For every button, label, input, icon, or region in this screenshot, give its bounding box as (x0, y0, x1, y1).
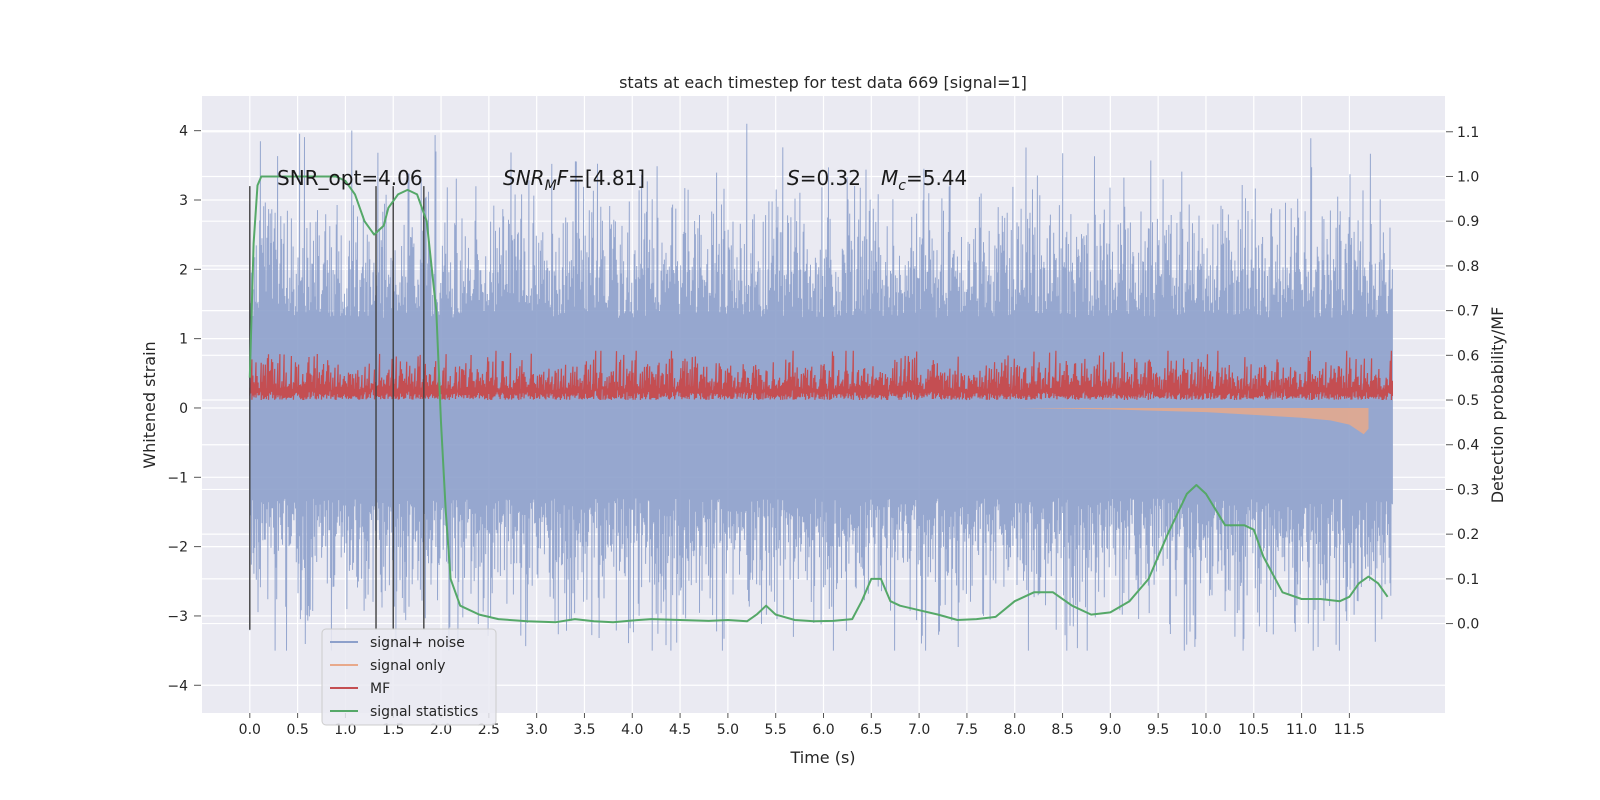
snr-mf-annotation: SNRMF=[4.81] (503, 166, 645, 194)
y2-tick-label: 0.7 (1457, 304, 1479, 320)
y2-tick-label: 0.3 (1457, 482, 1479, 498)
signal-statistics-line (248, 175, 1389, 624)
x-tick-label: 11.5 (1334, 722, 1365, 738)
x-tick-label: 10.0 (1190, 722, 1221, 738)
signal-noise-line (249, 123, 1393, 651)
annotations: SNR_opt=4.06 SNRMF=[4.81] S=0.32 Mc=5.44 (277, 166, 967, 194)
snr-opt-annotation: SNR_opt=4.06 (277, 166, 423, 190)
y2-tick-label: 0.8 (1457, 259, 1479, 275)
x-tick-label: 5.0 (717, 722, 739, 738)
y2-tick-label: 1.0 (1457, 169, 1479, 185)
x-tick-label: 5.5 (765, 722, 787, 738)
x-axis-label: Time (s) (789, 748, 855, 767)
y2-tick-label: 0.6 (1457, 348, 1479, 364)
y2-tick-label: 0.0 (1457, 617, 1479, 633)
signal-statistics-series (248, 175, 1389, 624)
chart-title: stats at each timestep for test data 669… (619, 73, 1027, 92)
y2-tick-label: 1.1 (1457, 125, 1479, 141)
x-tick-label: 11.0 (1286, 722, 1317, 738)
mc-value: =5.44 (906, 166, 967, 190)
x-tick-label: 4.0 (621, 722, 643, 738)
y-axis-left: 4 3 2 1 0 −1 −2 −3 −4 (167, 124, 201, 694)
x-tick-label: 9.0 (1099, 722, 1121, 738)
x-axis: 0.0 0.5 1.0 1.5 2.0 2.5 3.0 3.5 4.0 4.5 5.0 5.5 6.0 6… (239, 713, 1365, 738)
y-tick-label: −4 (167, 678, 188, 694)
x-tick-label: 7.0 (908, 722, 930, 738)
mc-var: M (881, 166, 898, 190)
x-tick-label: 3.5 (573, 722, 595, 738)
y-tick-label: −2 (167, 540, 188, 556)
x-tick-label: 1.5 (382, 722, 404, 738)
s-annotation: S=0.32 (787, 166, 861, 190)
snr-mf-var: SNR (503, 166, 545, 190)
x-tick-label: 0.5 (286, 722, 308, 738)
x-tick-label: 7.5 (956, 722, 978, 738)
y-axis-label: Whitened strain (140, 341, 159, 468)
x-tick-label: 3.0 (526, 722, 548, 738)
y-axis-right: 1.1 1.0 0.9 0.8 0.7 0.6 0.5 0.4 0.3 0.2 0.1 0.0 (1446, 125, 1479, 633)
snr-mf-tail: F (557, 166, 569, 190)
y2-axis-label: Detection probability/MF (1488, 307, 1507, 504)
x-tick-label: 2.0 (430, 722, 452, 738)
mc-sub: c (898, 178, 906, 194)
signal-noise-series (249, 123, 1393, 651)
legend-label-mf: MF (370, 681, 390, 697)
x-tick-label: 6.5 (860, 722, 882, 738)
y-tick-label: 0 (179, 401, 188, 417)
legend-label-signal-statistics: signal statistics (370, 704, 478, 720)
x-tick-label: 8.5 (1051, 722, 1073, 738)
x-tick-label: 2.5 (478, 722, 500, 738)
y-tick-label: 4 (179, 124, 188, 140)
legend: signal+ noise signal only MF signal stat… (321, 628, 497, 726)
x-tick-label: 0.0 (239, 722, 261, 738)
legend-box (321, 628, 497, 726)
y2-tick-label: 0.1 (1457, 572, 1479, 588)
x-tick-label: 9.5 (1147, 722, 1169, 738)
x-tick-label: 1.0 (334, 722, 356, 738)
y2-tick-label: 0.5 (1457, 393, 1479, 409)
y2-tick-label: 0.2 (1457, 527, 1479, 543)
mc-annotation: Mc=5.44 (881, 166, 967, 194)
snr-mf-sub: M (545, 178, 557, 194)
signal-only-area (1014, 407, 1369, 435)
vertical-markers (249, 186, 425, 630)
y2-tick-label: 0.9 (1457, 214, 1479, 230)
y-tick-label: 3 (179, 193, 188, 209)
s-value: =0.32 (800, 166, 861, 190)
legend-label-signal-noise: signal+ noise (370, 635, 465, 651)
x-tick-label: 4.5 (669, 722, 691, 738)
y-tick-label: −3 (167, 609, 188, 625)
y-tick-label: 1 (179, 332, 188, 348)
y-tick-label: 2 (179, 262, 188, 278)
legend-label-signal-only: signal only (370, 658, 445, 674)
s-var: S (787, 166, 800, 190)
y-tick-label: −1 (167, 470, 188, 486)
x-tick-label: 8.0 (1004, 722, 1026, 738)
signal-only-series (1014, 407, 1369, 435)
y2-tick-label: 0.4 (1457, 438, 1479, 454)
x-tick-label: 6.0 (812, 722, 834, 738)
x-tick-label: 10.5 (1238, 722, 1269, 738)
snr-mf-value: =[4.81] (568, 166, 645, 190)
